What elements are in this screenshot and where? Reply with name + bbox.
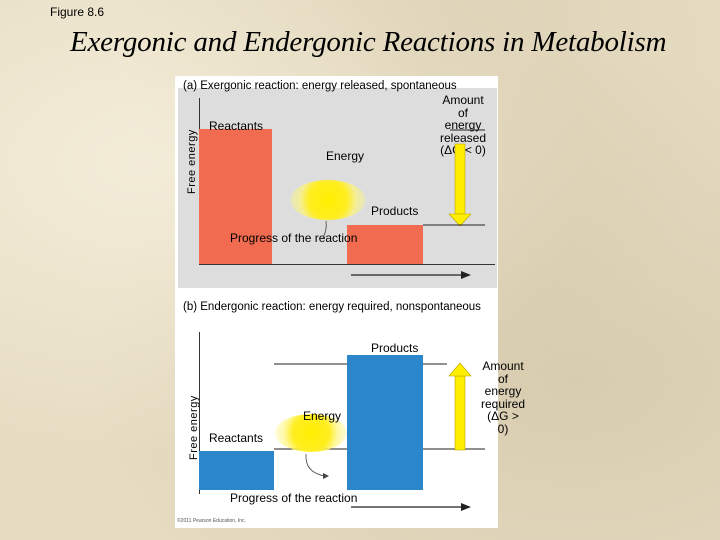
panel-b-energy-arrow-head — [448, 362, 472, 377]
panel-b-products-bar — [347, 355, 423, 490]
panel-a-x-axis-line — [199, 264, 495, 265]
panel-a-energy-label: Energy — [326, 149, 365, 163]
figure: (a) Exergonic reaction: energy released,… — [175, 76, 525, 528]
panel-a-amount-line-1: Amount of — [442, 93, 484, 120]
panel-a-products-bar — [347, 225, 423, 264]
panel-a-x-axis-label: Progress of the reaction — [230, 231, 358, 245]
slide-title: Exergonic and Endergonic Reactions in Me… — [70, 26, 667, 58]
copyright: ©2011 Pearson Education, Inc. — [177, 518, 246, 524]
panel-a-reactants-bar — [199, 129, 272, 264]
panel-b-y-axis — [199, 332, 200, 494]
panel-a-heading: (a) Exergonic reaction: energy released,… — [183, 80, 457, 92]
panel-b-curve — [305, 453, 326, 477]
panel-b-amount-line-1: Amount of — [482, 359, 524, 386]
panel-a-reactants-label: Reactants — [209, 119, 264, 133]
panel-b-progress-arrow-head — [461, 503, 471, 511]
panel-a-amount-line-3: released — [439, 130, 487, 145]
panel-a-energy-arrow-shaft — [454, 143, 466, 215]
panel-a-amount-line-2: energy — [444, 118, 482, 132]
panel-a-energy-burst — [290, 180, 366, 220]
panel-b-reactants-bar — [199, 451, 274, 490]
panel-a-curve — [322, 220, 327, 239]
panel-b-amount-line-2: energy — [484, 384, 522, 398]
figure-label: Figure 8.6 — [50, 5, 105, 19]
panel-b-amount-line-3: required — [480, 396, 526, 411]
panel-b-products-label: Products — [371, 341, 419, 355]
panel-a-progress-arrow-head — [461, 271, 471, 279]
panel-b-energy-arrow-shaft — [454, 375, 466, 451]
panel-a-energy-arrow-head — [448, 213, 472, 227]
panel-b-x-axis-label: Progress of the reaction — [230, 491, 358, 505]
panel-a-products-label: Products — [371, 204, 419, 218]
panel-b-delta-g: (ΔG > 0) — [487, 409, 519, 436]
panel-b-curve-head — [323, 473, 329, 479]
panel-b-reactants-label: Reactants — [209, 431, 264, 445]
panel-b-energy-label: Energy — [303, 409, 342, 423]
panel-b-energy-burst — [275, 414, 347, 452]
panel-b-amount-label: Amount of energy required (ΔG > 0) — [481, 360, 525, 435]
panel-b-heading: (b) Endergonic reaction: energy required… — [183, 301, 481, 313]
